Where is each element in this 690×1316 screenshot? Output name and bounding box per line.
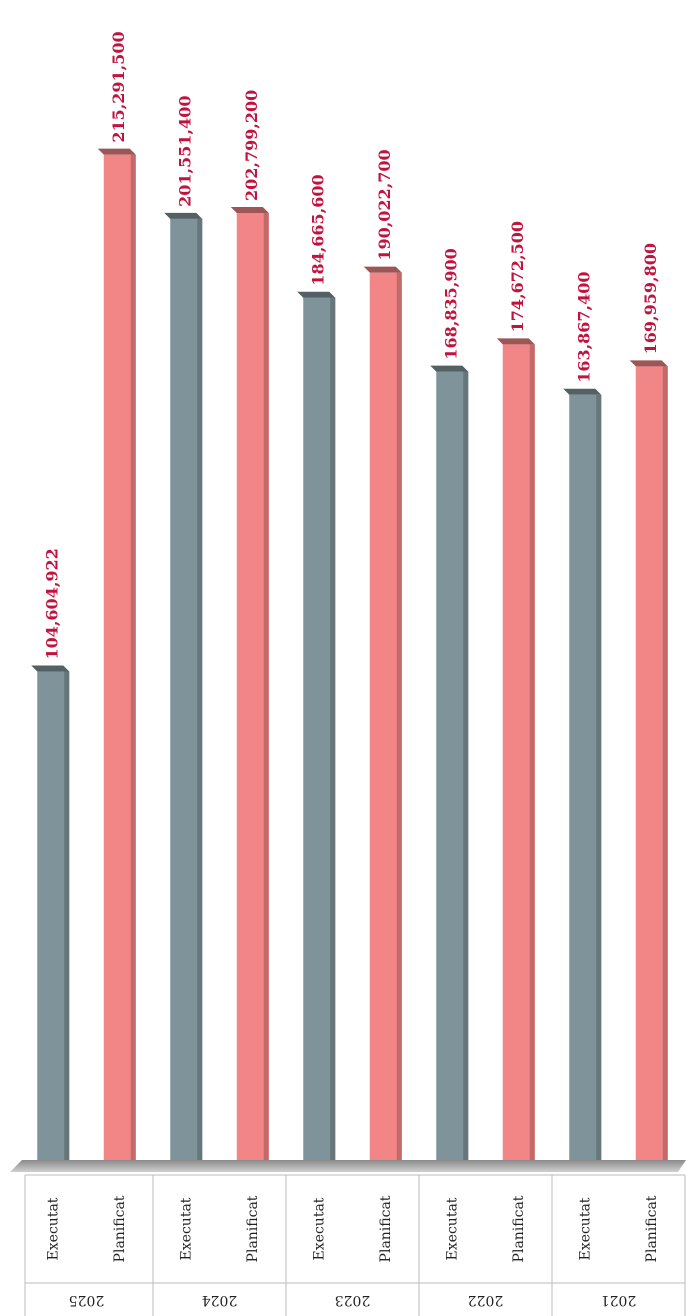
bar-top [496, 338, 535, 345]
data-label: 169,959,800 [641, 243, 660, 354]
x-tick-label: 2021 [601, 1292, 637, 1308]
bar [103, 154, 136, 1160]
bar [369, 272, 402, 1160]
data-label: 202,799,200 [242, 90, 261, 201]
bar-top [97, 148, 136, 155]
bar-top [629, 360, 668, 367]
data-label: 104,604,922 [43, 548, 62, 659]
bar [170, 218, 203, 1160]
bar [303, 297, 336, 1161]
data-label: 174,672,500 [508, 221, 527, 332]
series-label: Planificat [644, 1195, 660, 1262]
bar-shade [596, 394, 602, 1160]
data-label: 190,022,700 [375, 149, 394, 260]
bar-shade [662, 366, 668, 1160]
series-label: Executat [45, 1197, 61, 1260]
bar-top [230, 207, 269, 214]
x-tick-label: 2024 [202, 1292, 238, 1308]
bar [436, 371, 469, 1160]
x-tick-label: 2025 [69, 1292, 105, 1308]
bar-top [363, 266, 402, 273]
bar [236, 213, 269, 1160]
data-label: 168,835,900 [442, 248, 461, 359]
series-label: Executat [178, 1197, 194, 1260]
bar-shade [263, 213, 269, 1160]
series-label: Planificat [245, 1195, 261, 1262]
bar-top [430, 365, 469, 372]
bar [569, 394, 602, 1160]
bar-top [563, 388, 602, 395]
bar-top [297, 291, 336, 298]
series-label: Planificat [378, 1195, 394, 1262]
bar-shade [197, 218, 203, 1160]
bar-shade [64, 671, 70, 1160]
bar-shade [130, 154, 136, 1160]
bar-shade [396, 272, 402, 1160]
data-label: 163,867,400 [575, 271, 594, 382]
bar [502, 344, 535, 1161]
series-label: Planificat [112, 1195, 128, 1262]
bar [37, 671, 70, 1160]
floor [10, 1160, 686, 1172]
series-label: Executat [311, 1197, 327, 1260]
bar [635, 366, 668, 1160]
x-tick-label: 2022 [468, 1292, 504, 1308]
data-label: 201,551,400 [176, 95, 195, 206]
data-label: 215,291,500 [109, 31, 128, 142]
series-label: Executat [577, 1197, 593, 1260]
bar-shade [330, 297, 336, 1161]
x-tick-label: 2023 [335, 1292, 371, 1308]
bar-shade [529, 344, 535, 1161]
bar-top [164, 212, 203, 219]
series-label: Planificat [511, 1195, 527, 1262]
bar-shade [463, 371, 469, 1160]
series-label: Executat [444, 1197, 460, 1260]
bar-top [31, 665, 70, 672]
data-label: 184,665,600 [309, 174, 328, 285]
